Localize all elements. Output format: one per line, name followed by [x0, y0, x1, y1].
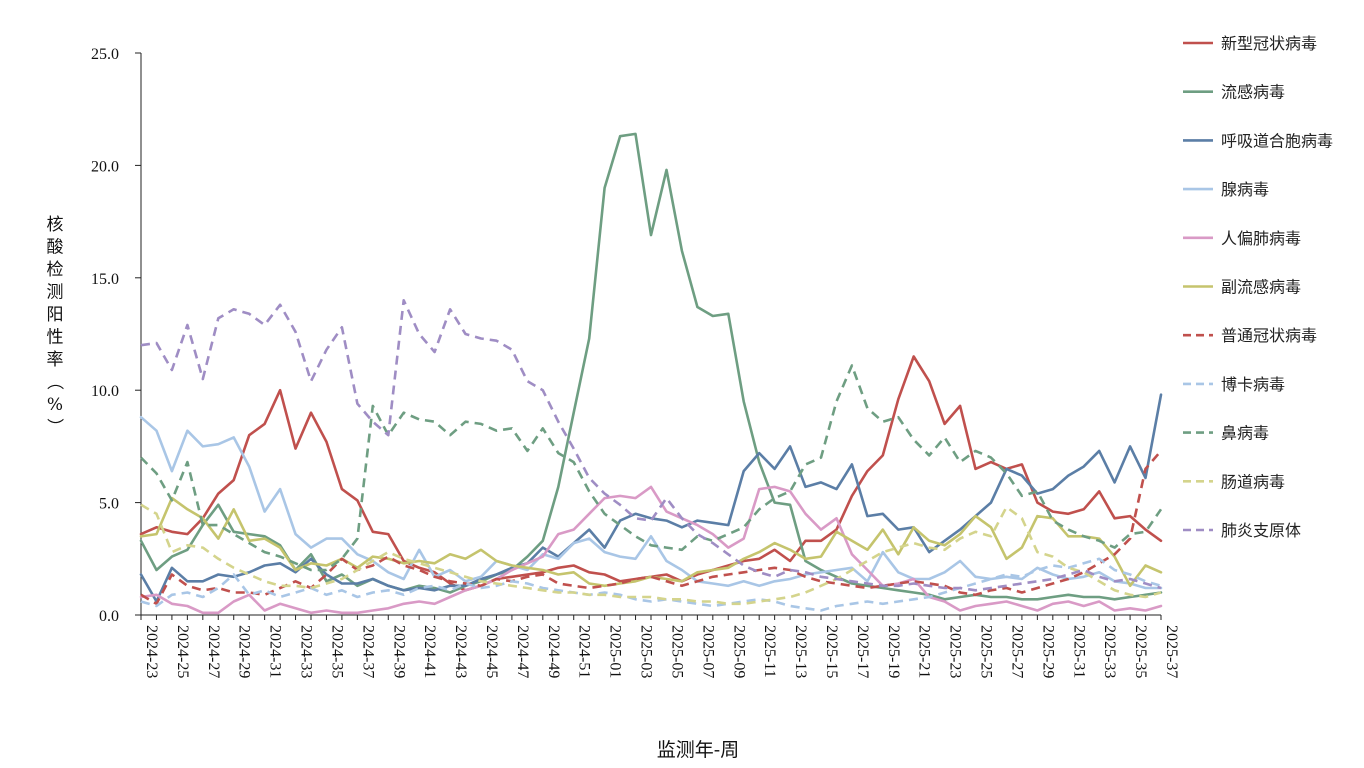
x-tick-label: 2024-37 — [359, 625, 376, 678]
x-tick-label: 2025-35 — [1132, 625, 1149, 678]
y-tick-label: 10.0 — [91, 383, 119, 400]
series-line-10 — [140, 503, 1162, 606]
x-tick-label: 2025-03 — [638, 625, 655, 678]
legend-label-11: 肺炎支原体 — [1221, 521, 1301, 540]
legend: 新型冠状病毒流感病毒呼吸道合胞病毒腺病毒人偏肺病毒副流感病毒普通冠状病毒博卡病毒… — [1183, 34, 1333, 540]
x-tick-label: 2025-11 — [761, 625, 778, 678]
series-line-1 — [139, 355, 1163, 592]
series-line-3 — [139, 393, 1163, 603]
y-tick-label: 5.0 — [99, 496, 119, 513]
x-tick-label: 2025-21 — [916, 625, 933, 678]
series-layer — [139, 132, 1163, 615]
legend-label-3: 呼吸道合胞病毒 — [1221, 131, 1333, 150]
series-line-4 — [139, 415, 1163, 590]
series-line-5 — [139, 485, 1163, 615]
y-axis-title-char: 阳 — [47, 305, 64, 325]
x-tick-label: 2025-31 — [1070, 625, 1087, 678]
x-tick-label: 2025-37 — [1163, 625, 1180, 678]
y-tick-label: 20.0 — [91, 158, 119, 175]
y-axis: 0.0 5.0 10.0 15.0 20.0 25.0 — [91, 46, 142, 625]
x-tick-label: 2025-15 — [823, 625, 840, 678]
legend-label-5: 人偏肺病毒 — [1221, 229, 1301, 248]
x-tick-label: 2025-17 — [854, 625, 871, 678]
y-axis-title-char: 性 — [47, 328, 64, 348]
legend-label-4: 腺病毒 — [1221, 180, 1269, 199]
series-line-11 — [140, 298, 1162, 592]
x-tick-label: 2024-47 — [514, 625, 531, 678]
y-tick-label: 25.0 — [91, 46, 119, 63]
x-tick-label: 2025-27 — [1008, 625, 1025, 678]
x-tick-label: 2024-27 — [205, 625, 222, 678]
legend-label-8: 博卡病毒 — [1221, 375, 1285, 394]
x-tick-label: 2025-23 — [947, 625, 964, 678]
x-tick-label: 2024-31 — [267, 625, 284, 678]
x-tick-label: 2024-25 — [174, 625, 191, 678]
legend-label-10: 肠道病毒 — [1221, 472, 1285, 491]
x-tick-label: 2025-05 — [668, 625, 685, 678]
x-tick-label: 2024-33 — [298, 625, 315, 678]
legend-label-7: 普通冠状病毒 — [1221, 326, 1317, 345]
x-tick-label: 2024-29 — [236, 625, 253, 678]
legend-label-6: 副流感病毒 — [1221, 278, 1301, 297]
x-tick-label: 2025-13 — [792, 625, 809, 678]
x-tick-label: 2025-25 — [978, 625, 995, 678]
y-tick-label: 0.0 — [99, 608, 119, 625]
y-axis-title-char: （ — [44, 373, 64, 390]
y-axis-title-char: 测 — [47, 283, 64, 303]
y-axis-title-char: 检 — [47, 260, 64, 280]
series-line-2 — [139, 132, 1163, 601]
legend-label-1: 新型冠状病毒 — [1221, 34, 1317, 53]
x-tick-label: 2024-45 — [483, 625, 500, 678]
x-tick-label: 2024-39 — [390, 625, 407, 678]
y-tick-label: 15.0 — [91, 271, 119, 288]
x-tick-label: 2025-33 — [1101, 625, 1118, 678]
y-axis-title-char: 核 — [47, 215, 64, 235]
series-line-9 — [140, 364, 1163, 572]
x-tick-label: 2025-29 — [1039, 625, 1056, 678]
legend-label-2: 流感病毒 — [1221, 83, 1285, 102]
y-axis-title-char: ） — [44, 418, 64, 435]
x-tick-label: 2025-01 — [607, 625, 624, 678]
y-axis-title-char: 酸 — [47, 238, 64, 258]
x-tick-label: 2024-51 — [576, 625, 593, 678]
series-line-6 — [139, 496, 1163, 588]
x-tick-label: 2024-35 — [328, 625, 345, 678]
x-axis-title: 监测年-周 — [657, 739, 739, 761]
x-axis: 2024-23 2024-25 2024-27 2024-29 2024-31 2024-… — [140, 614, 1180, 678]
y-axis-title-char: 率 — [47, 350, 64, 370]
x-tick-label: 2025-19 — [885, 625, 902, 678]
x-tick-label: 2024-23 — [143, 625, 160, 678]
legend-label-9: 鼻病毒 — [1221, 424, 1269, 443]
x-tick-label: 2025-09 — [730, 625, 747, 678]
series-line-8 — [140, 557, 1162, 612]
x-tick-label: 2024-41 — [421, 625, 438, 678]
x-tick-label: 2024-43 — [452, 625, 469, 678]
x-tick-label: 2024-49 — [545, 625, 562, 678]
x-tick-label: 2025-07 — [699, 625, 716, 678]
y-axis-title-char: % — [47, 395, 63, 415]
